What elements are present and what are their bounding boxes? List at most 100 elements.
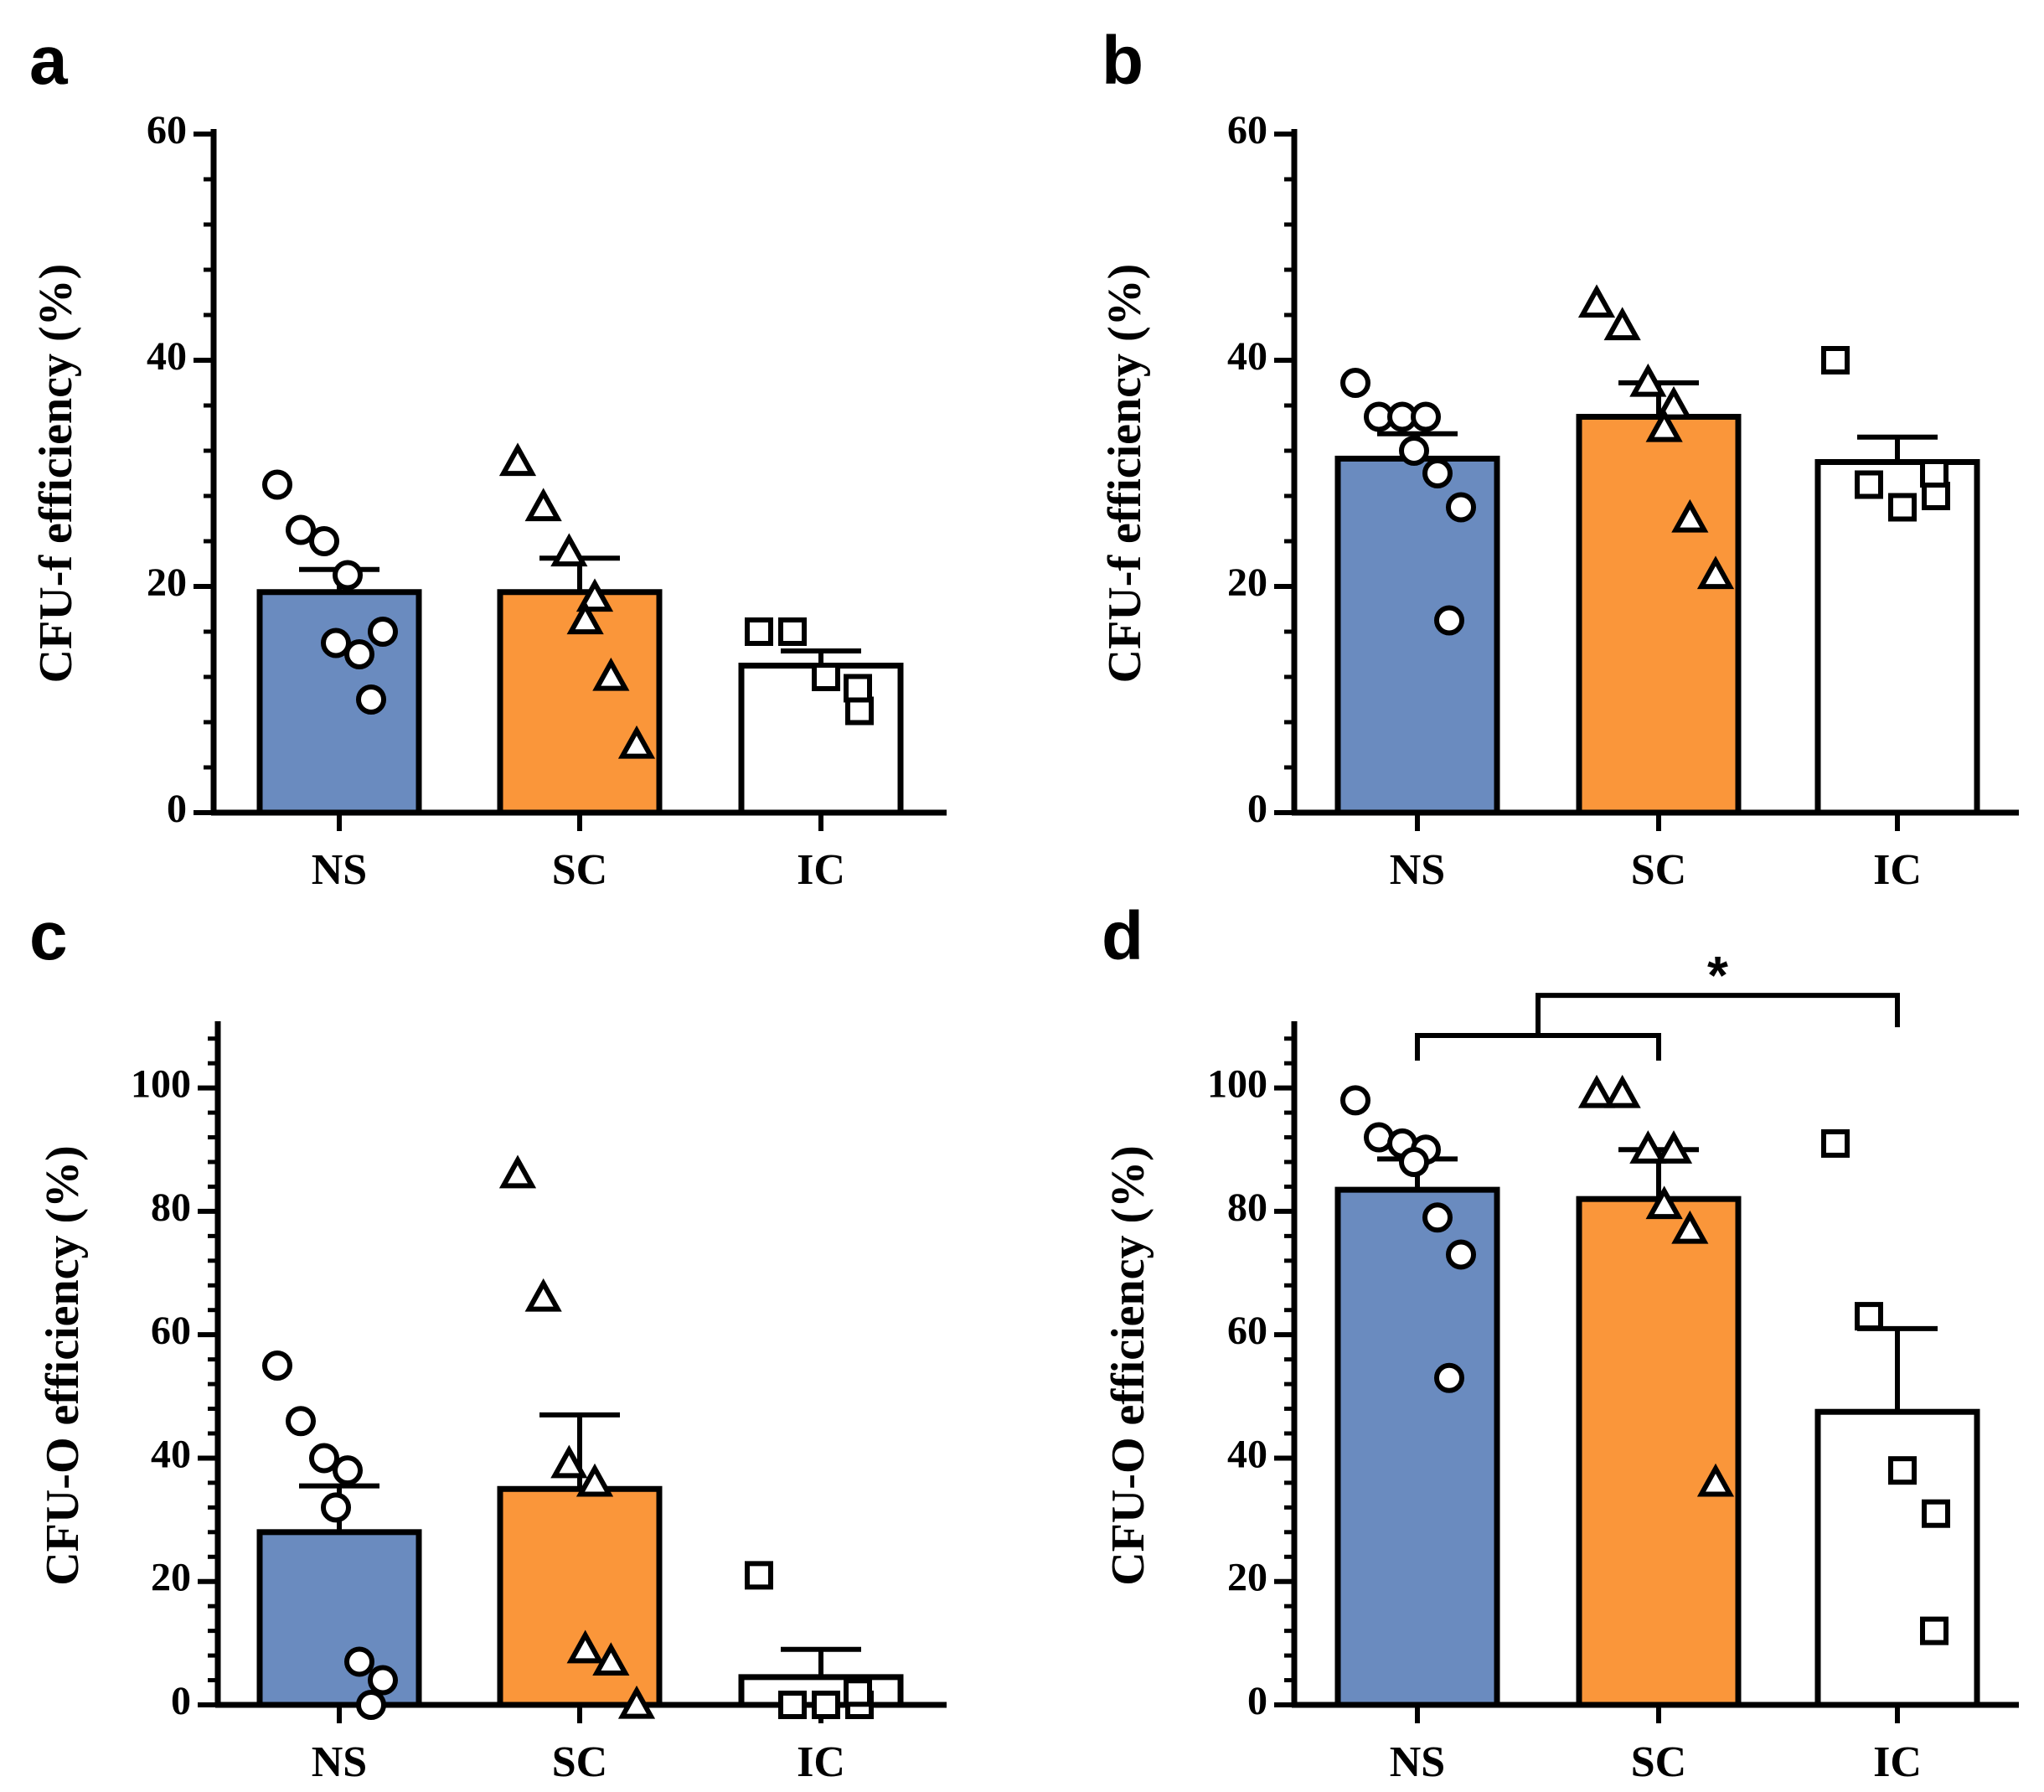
x-tick-label: IC (1873, 846, 1922, 894)
panel-letter: c (29, 898, 68, 974)
data-point-circle (1340, 1085, 1370, 1116)
y-tick-label: 20 (151, 1556, 191, 1600)
panel-letter: a (29, 23, 69, 99)
data-point-square (812, 663, 840, 691)
data-point-square (812, 1691, 840, 1719)
x-tick-label: IC (797, 846, 845, 894)
data-point-triangle (566, 601, 604, 635)
y-tick-label: 20 (1227, 1556, 1267, 1600)
panel-d: d CFU-O efficiency (%) 0 20 40 60 80 100 NS SC IC * (1102, 898, 2019, 1786)
x-tick-label: SC (552, 846, 607, 894)
data-point-triangle (1645, 408, 1683, 442)
data-point-circle (333, 1455, 363, 1486)
y-tick-label: 20 (147, 560, 187, 605)
y-tick-label: 0 (1247, 787, 1267, 831)
data-point-circle (1422, 458, 1453, 488)
x-tick-label: IC (1873, 1738, 1922, 1786)
data-point-triangle (1577, 1074, 1616, 1108)
y-tick-label: 40 (151, 1432, 191, 1476)
data-point-square (745, 1561, 773, 1590)
y-tick-label: 40 (1227, 1432, 1267, 1476)
bar-sc (1576, 1196, 1742, 1708)
panel-letter: b (1102, 23, 1143, 99)
data-point-triangle (1654, 1130, 1693, 1164)
data-point-circle (262, 1350, 292, 1381)
data-point-circle (368, 1665, 398, 1696)
data-point-square (1920, 1616, 1949, 1645)
y-tick-label: 60 (1227, 1309, 1267, 1353)
data-point-circle (1340, 368, 1370, 398)
data-point-circle (286, 514, 316, 545)
data-point-triangle (1696, 555, 1735, 590)
data-point-circle (1446, 1239, 1476, 1270)
x-tick-label: NS (312, 846, 367, 894)
bar-ns (1334, 1186, 1500, 1708)
panel-b: b CFU-f efficiency (%) 0 20 40 60 NS SC IC (1099, 23, 2019, 894)
data-point-circle (1411, 401, 1441, 432)
data-point-triangle (576, 1463, 614, 1497)
data-point-circle (344, 1646, 374, 1677)
data-point-circle (321, 1492, 351, 1523)
data-point-circle (1434, 605, 1464, 636)
y-tick-label: 80 (1227, 1185, 1267, 1230)
data-point-square (1920, 459, 1949, 488)
data-point-square (1855, 1302, 1883, 1331)
y-tick-label: 60 (147, 108, 187, 152)
bar-sc (497, 1485, 663, 1708)
y-tick-label: 100 (1207, 1062, 1267, 1107)
data-point-triangle (1629, 363, 1667, 397)
bar-sc (1576, 414, 1742, 816)
data-point-triangle (1645, 1185, 1683, 1220)
data-point-circle (356, 1690, 386, 1720)
data-point-triangle (576, 578, 614, 612)
data-point-circle (356, 684, 386, 715)
x-tick-label: NS (312, 1738, 367, 1786)
y-axis-title: CFU-f efficiency (%) (1099, 264, 1151, 684)
data-point-square (1888, 1456, 1917, 1485)
data-point-circle (321, 627, 351, 658)
data-point-square (1821, 1128, 1850, 1158)
data-point-circle (333, 560, 363, 591)
data-point-triangle (1603, 1074, 1641, 1108)
y-tick-label: 40 (147, 334, 187, 379)
y-tick-label: 40 (1227, 334, 1267, 379)
bar-ic (1814, 1408, 1980, 1708)
data-point-triangle (524, 488, 562, 522)
data-point-triangle (1629, 1130, 1667, 1164)
y-tick-label: 80 (151, 1185, 191, 1230)
data-point-square (778, 1691, 807, 1719)
data-point-triangle (498, 1154, 537, 1189)
data-point-triangle (1603, 307, 1641, 341)
data-point-triangle (617, 1685, 656, 1719)
data-point-square (844, 674, 872, 703)
significance-bracket-right (1536, 993, 1900, 1036)
y-tick-label: 100 (131, 1062, 191, 1107)
y-axis-title: CFU-O efficiency (%) (1102, 1145, 1154, 1586)
data-point-triangle (1577, 284, 1616, 318)
data-point-triangle (592, 1642, 630, 1676)
y-axis-title: CFU-O efficiency (%) (37, 1145, 89, 1586)
y-tick-label: 0 (1247, 1679, 1267, 1723)
data-point-triangle (550, 1444, 588, 1479)
data-point-circle (309, 526, 339, 556)
y-tick-label: 0 (171, 1679, 191, 1723)
significance-label: * (1707, 945, 1728, 1005)
data-point-circle (286, 1406, 316, 1437)
data-point-triangle (498, 442, 537, 477)
data-point-triangle (1654, 385, 1693, 420)
y-tick-label: 0 (167, 787, 187, 831)
data-point-circle (309, 1443, 339, 1474)
data-point-square (745, 617, 773, 646)
data-point-square (778, 617, 807, 646)
data-point-triangle (566, 1629, 604, 1664)
x-tick-label: NS (1390, 846, 1445, 894)
panel-c: c CFU-O efficiency (%) 0 20 40 60 80 100 NS SC IC (29, 898, 947, 1786)
significance-bracket-left (1415, 1033, 1661, 1061)
data-point-triangle (1671, 1210, 1709, 1244)
data-point-square (1855, 470, 1883, 499)
x-tick-label: SC (552, 1738, 607, 1786)
x-tick-label: SC (1631, 846, 1686, 894)
x-tick-label: NS (1390, 1738, 1445, 1786)
x-tick-label: SC (1631, 1738, 1686, 1786)
